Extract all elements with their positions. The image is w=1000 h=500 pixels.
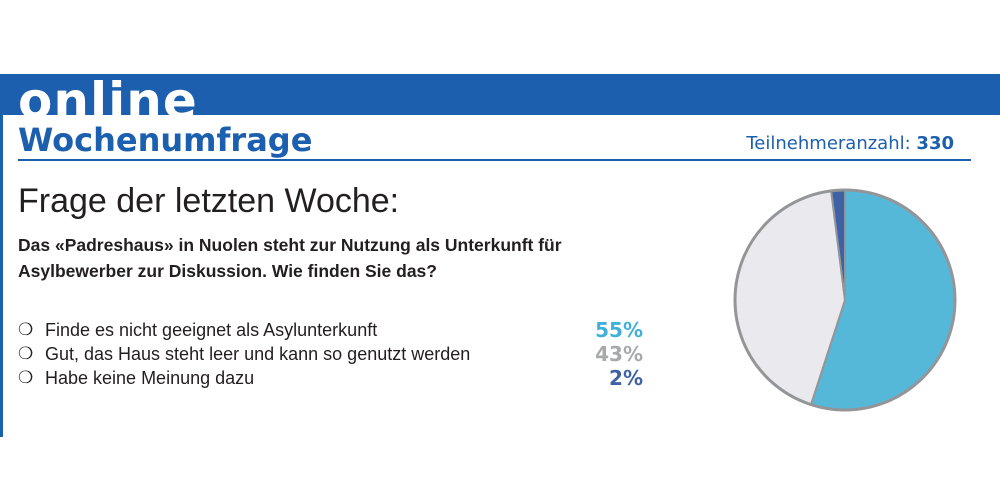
- left-border: [0, 115, 3, 437]
- question-heading: Frage der letzten Woche:: [18, 182, 400, 220]
- answer-list: ❍ Finde es nicht geeignet als Asylunterk…: [18, 318, 643, 390]
- answer-item: ❍ Finde es nicht geeignet als Asylunterk…: [18, 318, 643, 342]
- title-rule: [18, 159, 971, 161]
- page-title: Wochenumfrage: [18, 121, 313, 159]
- answer-item: ❍ Habe keine Meinung dazu 2%: [18, 366, 643, 390]
- participant-count: Teilnehmeranzahl: 330: [746, 133, 954, 154]
- pie-chart: [733, 188, 957, 412]
- participants-number: 330: [916, 133, 954, 154]
- answer-percent: 55%: [595, 318, 643, 342]
- answer-label: Gut, das Haus steht leer und kann so gen…: [45, 344, 471, 364]
- pie-outline: [733, 188, 957, 412]
- answer-percent: 2%: [609, 366, 643, 390]
- answer-label: Finde es nicht geeignet als Asylunterkun…: [45, 320, 378, 340]
- radio-circle-icon: ❍: [18, 368, 34, 387]
- banner-text: online: [18, 74, 198, 115]
- radio-circle-icon: ❍: [18, 344, 34, 363]
- answer-label: Habe keine Meinung dazu: [45, 368, 255, 388]
- question-text: Das «Padreshaus» in Nuolen steht zur Nut…: [18, 235, 562, 281]
- radio-circle-icon: ❍: [18, 320, 34, 339]
- answer-item: ❍ Gut, das Haus steht leer und kann so g…: [18, 342, 643, 366]
- answer-percent: 43%: [595, 342, 643, 366]
- header-banner: online: [0, 74, 1000, 115]
- participants-label: Teilnehmeranzahl:: [746, 133, 911, 154]
